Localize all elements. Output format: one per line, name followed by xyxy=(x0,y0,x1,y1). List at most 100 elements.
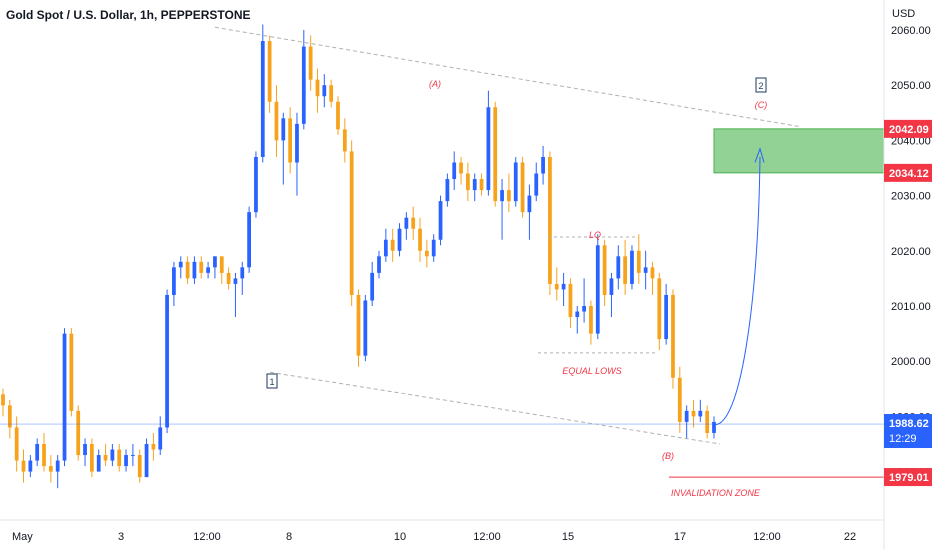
candle-body xyxy=(342,129,347,152)
candle-body xyxy=(158,427,163,450)
candle-body xyxy=(165,294,169,428)
price-badge-target-high xyxy=(884,119,932,138)
candle-body xyxy=(541,156,545,174)
candle-body xyxy=(349,151,354,295)
wave-1-label: 1 xyxy=(269,377,274,387)
price-badge-current-value: 1988.62 xyxy=(889,418,929,430)
price-tick-label: 2020.00 xyxy=(891,246,931,258)
candle-body xyxy=(247,212,251,268)
candle-body xyxy=(548,156,552,284)
candle-body xyxy=(630,250,634,284)
candle-body xyxy=(329,85,334,102)
candle-body xyxy=(418,228,422,251)
candle-body xyxy=(671,294,675,378)
candle-body xyxy=(1,394,5,406)
candle-body xyxy=(595,245,600,334)
candle-body xyxy=(575,311,580,318)
candle-body xyxy=(336,101,340,130)
candle-body xyxy=(233,278,238,284)
candle-body xyxy=(254,156,258,213)
candle-body xyxy=(213,256,217,268)
candle-body xyxy=(424,250,429,257)
candle-body xyxy=(288,118,293,163)
candle-body xyxy=(103,455,108,461)
candle-body xyxy=(664,294,669,340)
projection-curve xyxy=(713,156,761,426)
price-tick-label: 2030.00 xyxy=(891,191,931,203)
projection-arrowhead xyxy=(754,147,765,163)
time-tick-label: 3 xyxy=(118,531,124,543)
candle-body xyxy=(561,283,566,290)
candle-body xyxy=(643,267,648,273)
candle-body xyxy=(295,123,299,163)
channel-upper-line xyxy=(214,26,801,128)
candle-body xyxy=(705,410,710,433)
candle-body xyxy=(48,466,53,472)
candle-body xyxy=(69,333,74,411)
candle-body xyxy=(507,190,511,202)
candle-body xyxy=(636,250,641,273)
time-tick-label: 8 xyxy=(286,531,292,543)
lq-label: LQ xyxy=(589,230,601,240)
candle-body xyxy=(677,377,682,422)
candle-body xyxy=(445,179,450,202)
candle-body xyxy=(616,256,621,279)
time-tick-label: 10 xyxy=(394,531,406,543)
candle-body xyxy=(260,41,265,157)
candle-body xyxy=(623,256,628,284)
wave-b-label: (B) xyxy=(662,451,674,461)
candle-body xyxy=(452,162,457,180)
price-badge-target-low-value: 2034.12 xyxy=(889,168,929,180)
price-badge-current-time: 12:29 xyxy=(889,433,917,445)
price-badge-invalidation xyxy=(884,468,932,487)
candle-body xyxy=(308,46,313,80)
candle-body xyxy=(404,217,409,229)
wave-c-label: (C) xyxy=(755,100,768,110)
candle-body xyxy=(431,239,436,257)
time-tick-label: 12:00 xyxy=(473,531,501,543)
time-axis[interactable]: May 3 12:00 8 10 12:00 15 17 12:00 22 xyxy=(0,519,884,543)
candle-body xyxy=(28,460,33,472)
wave-2-box xyxy=(755,77,767,93)
candle-body xyxy=(568,283,573,318)
time-tick-label: 17 xyxy=(674,531,686,543)
candle-body xyxy=(534,173,539,196)
candle-body xyxy=(691,410,696,417)
candle-body xyxy=(459,162,463,174)
candle-body xyxy=(520,162,525,213)
price-tick-label: 2000.00 xyxy=(891,356,931,368)
candle-body xyxy=(21,460,26,472)
candle-body xyxy=(684,410,689,422)
candle-body xyxy=(144,444,149,478)
candle-body xyxy=(124,455,128,467)
candle-body xyxy=(650,267,655,279)
candle-body xyxy=(301,46,306,124)
candle-body xyxy=(609,278,614,295)
equal-lows-label: EQUAL LOWS xyxy=(562,366,621,376)
price-badge-invalidation-value: 1979.01 xyxy=(889,472,929,484)
time-tick-label: 22 xyxy=(844,531,856,543)
candle-body xyxy=(589,306,593,334)
price-tick-label: 2040.00 xyxy=(891,135,931,147)
candle-body xyxy=(356,294,361,356)
candle-body xyxy=(76,410,81,456)
candle-body xyxy=(274,101,279,141)
candle-body xyxy=(500,190,504,202)
currency-label: USD xyxy=(892,8,916,20)
candle-body xyxy=(178,261,183,268)
candle-body xyxy=(117,449,122,467)
candle-body xyxy=(83,444,87,456)
candle-body xyxy=(712,421,716,433)
price-axis[interactable]: 2060.00 2050.00 2040.00 2030.00 2020.00 2010.… xyxy=(883,0,932,550)
price-tick-label: 2010.00 xyxy=(891,301,931,313)
price-badge-current xyxy=(884,414,932,449)
candle-body xyxy=(55,460,60,472)
candle-body xyxy=(479,179,484,191)
candle-body xyxy=(281,118,286,141)
wave-a-label: (A) xyxy=(429,79,441,89)
candle-body xyxy=(513,162,518,202)
candle-body xyxy=(219,256,224,273)
candle-body xyxy=(96,455,101,472)
